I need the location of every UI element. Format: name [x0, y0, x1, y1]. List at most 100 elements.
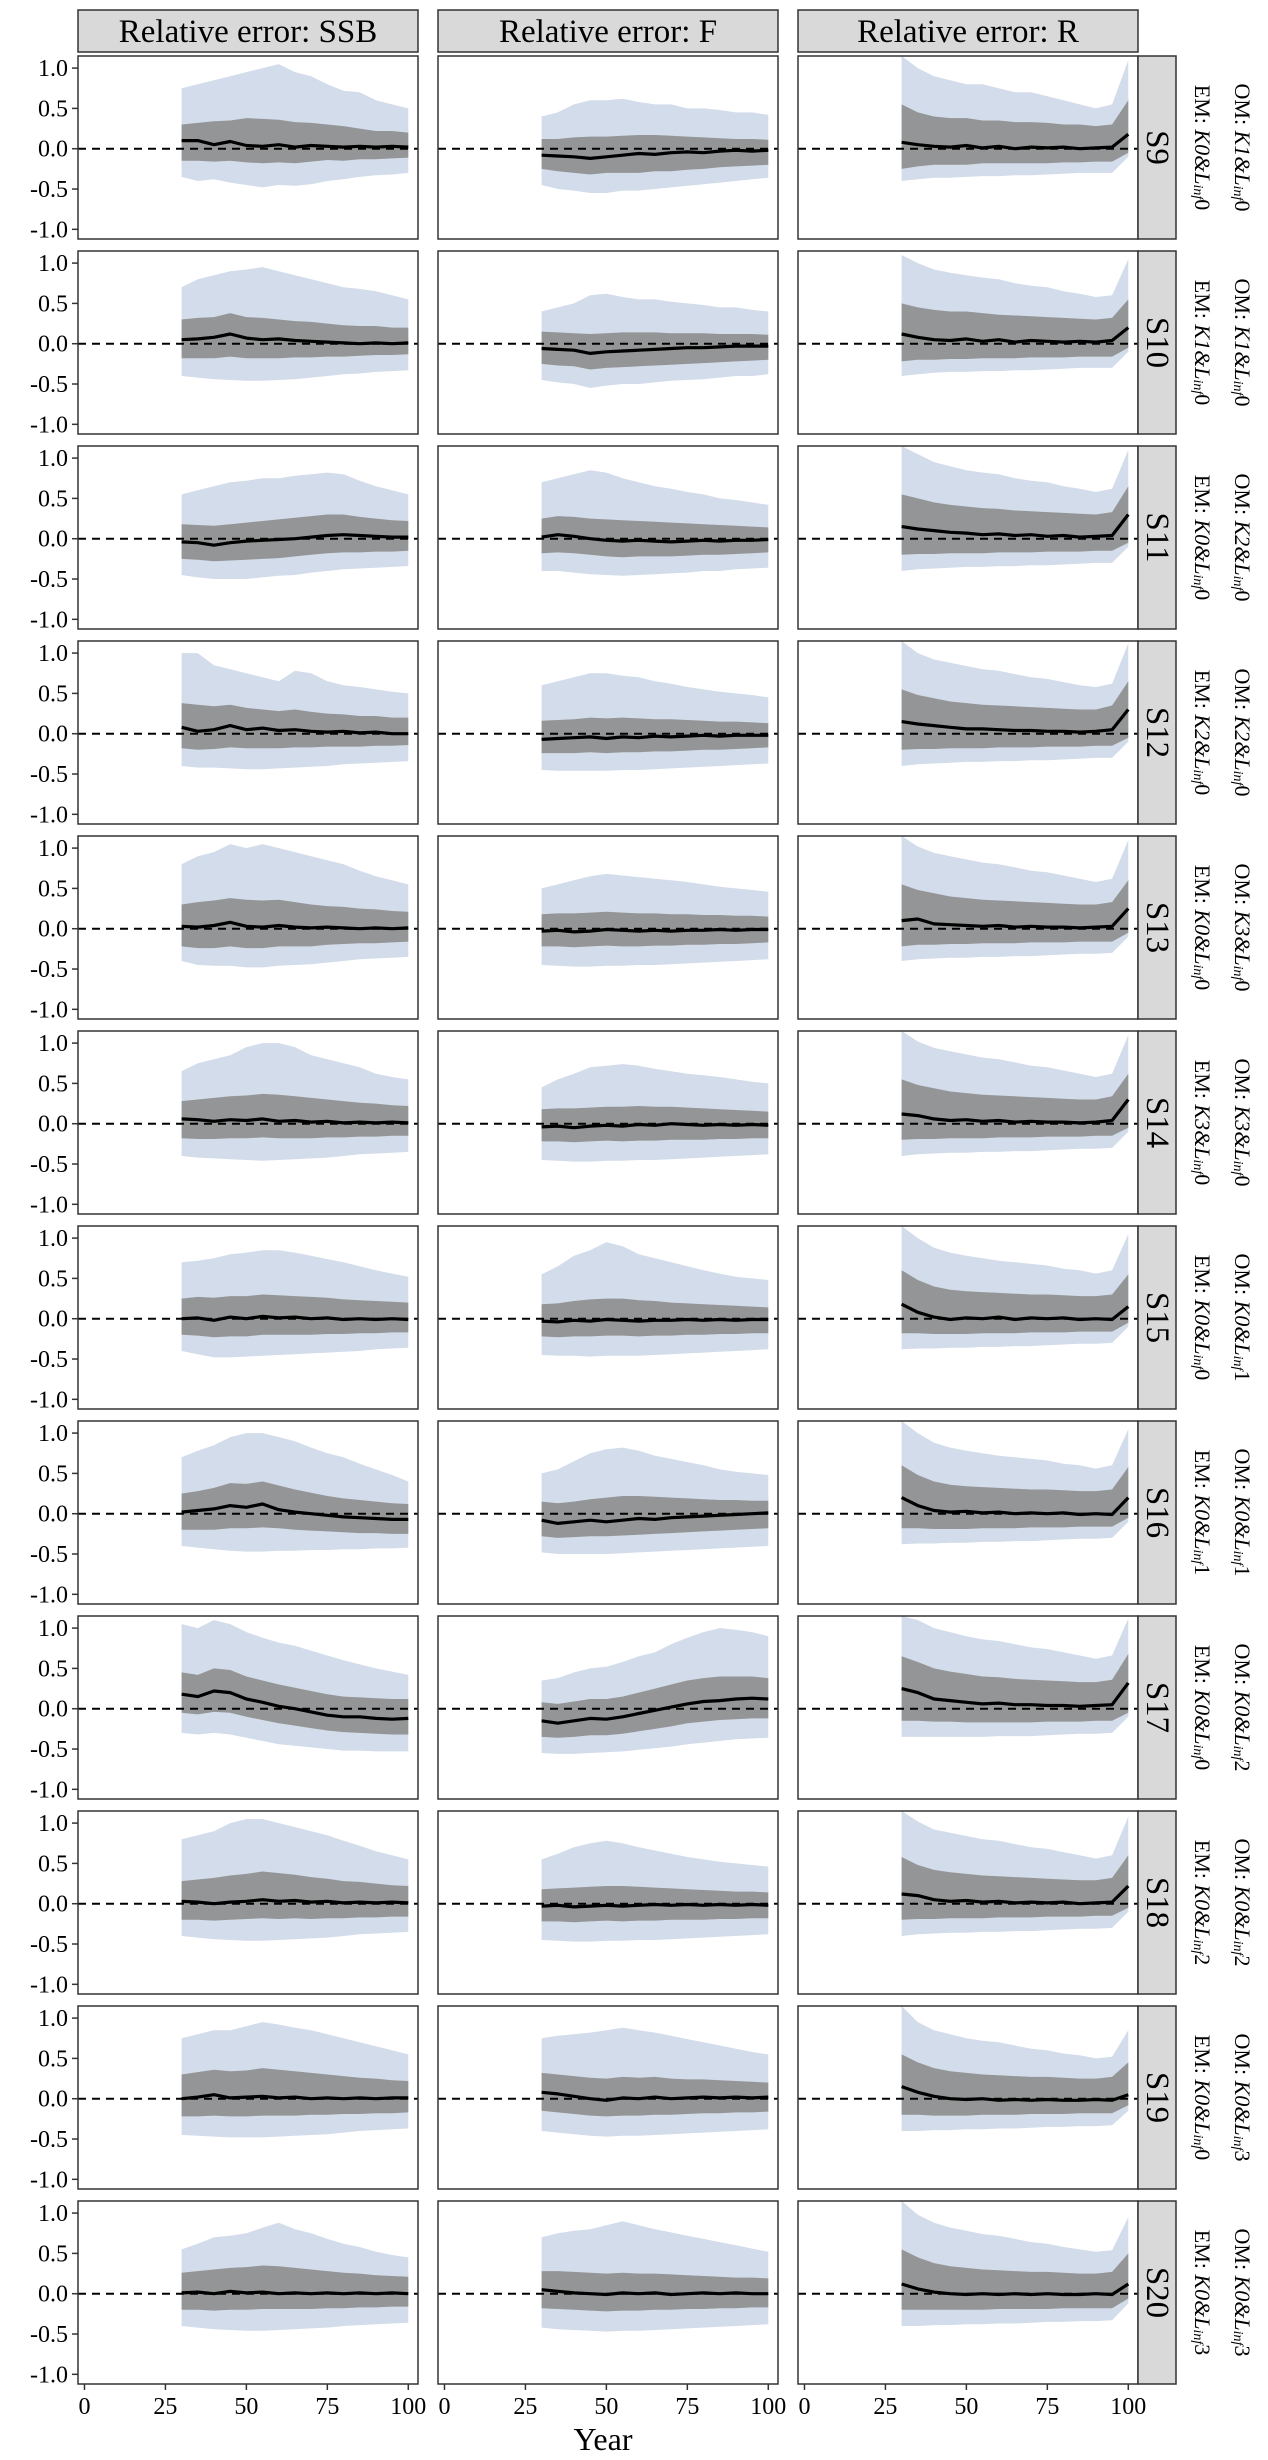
em-label-part: 0	[1191, 979, 1216, 990]
panel-S16-R	[797, 1420, 1139, 1605]
panel-S9-SSB	[77, 55, 419, 240]
em-label-part: EM:	[1191, 85, 1216, 130]
column-strip	[77, 9, 419, 53]
inner-interval-band	[181, 2265, 409, 2311]
median-line	[900, 1496, 1130, 1517]
em-label-part: EM:	[1191, 2035, 1216, 2080]
y-tick-label: 0.5	[38, 2046, 68, 2072]
panel-S19-R	[797, 2005, 1139, 2190]
y-tick-label: 1.0	[38, 251, 68, 277]
om-label-part: &	[1231, 1326, 1256, 1344]
em-label-part: inf	[1191, 184, 1206, 201]
y-tick-label: -0.5	[30, 1347, 68, 1373]
median-line	[181, 1117, 409, 1125]
om-label: OM: K0&Linf1	[1231, 1449, 1256, 1577]
panel-S20-R	[797, 2200, 1139, 2385]
em-label-part: K0	[1191, 1493, 1216, 1520]
om-label-part: K1	[1231, 325, 1256, 352]
em-label-part: K1	[1191, 323, 1216, 350]
y-tick-label: -1.0	[30, 997, 68, 1023]
panel-border	[77, 250, 419, 435]
y-tick-label: 0.5	[38, 486, 68, 512]
median-line	[541, 533, 769, 544]
row-strip	[1137, 1420, 1177, 1605]
om-label-part: &	[1231, 1911, 1256, 1929]
panel-border	[437, 55, 779, 240]
panel-S11-F	[437, 445, 779, 630]
om-label-part: L	[1231, 172, 1256, 185]
panel-border	[77, 445, 419, 630]
median-line	[541, 2090, 769, 2102]
inner-interval-band	[181, 313, 409, 359]
om-label-part: &	[1231, 546, 1256, 564]
om-label-part: OM:	[1231, 2034, 1256, 2081]
median-line	[541, 2288, 769, 2297]
panel-border	[437, 2200, 779, 2385]
x-tick-label: 25	[873, 2394, 897, 2420]
panel-S15-R	[797, 1225, 1139, 1410]
em-label: EM: K0&Linf3	[1191, 2230, 1216, 2355]
em-label-part: K0	[1191, 1688, 1216, 1715]
median-line	[901, 513, 1130, 539]
x-axis-title: Year	[574, 2421, 633, 2457]
em-label-part: inf	[1191, 574, 1206, 591]
om-label-part: OM:	[1231, 474, 1256, 521]
panel-S12-F	[437, 640, 779, 825]
median-line	[181, 2289, 409, 2296]
om-label: OM: K1&Linf0	[1231, 279, 1256, 407]
y-tick-label: -0.5	[30, 372, 68, 398]
em-label-part: inf	[1191, 769, 1206, 786]
panel-S20-F	[437, 2200, 779, 2385]
em-label-part: EM:	[1191, 280, 1216, 325]
row-strip	[1137, 1030, 1177, 1215]
panel-border	[437, 2005, 779, 2190]
row-strip	[1137, 55, 1177, 240]
panel-S9-F	[437, 55, 779, 240]
em-label-part: K0	[1191, 518, 1216, 545]
panel-S15-SSB	[77, 1225, 419, 1410]
om-label: OM: K1&Linf0	[1231, 84, 1256, 212]
em-label-part: &	[1191, 155, 1216, 173]
em-label-part: EM:	[1191, 2230, 1216, 2275]
om-label-part: OM:	[1231, 1644, 1256, 1691]
y-tick-label: 0.5	[38, 1266, 68, 1292]
median-line	[901, 326, 1130, 344]
panel-border	[437, 835, 779, 1020]
panel-S16-SSB	[77, 1420, 419, 1605]
panel-border	[77, 640, 419, 825]
panel-grid: 1.0 0.5 0.0 -0.5 -1.0 1.0 0.5 0.0 -0.5 -1.0 1.0 0.5…	[30, 55, 1139, 2388]
median-line	[541, 1317, 769, 1324]
inner-interval-band	[181, 1093, 409, 1139]
om-label-part: 0	[1231, 200, 1256, 211]
om-label-part: K2	[1231, 715, 1256, 742]
row-strip	[1137, 1615, 1177, 1800]
y-tick-label: 0.5	[38, 876, 68, 902]
median-line	[541, 1696, 769, 1725]
row-strip-group: S9 S10 S11 S12 S13 S14 S15 S16 S17 S18 S19 S20	[1137, 55, 1177, 2385]
om-label-part: OM:	[1231, 1059, 1256, 1106]
panel-border	[77, 1225, 419, 1410]
om-label-part: inf	[1231, 1161, 1246, 1178]
panel-S17-R	[797, 1615, 1139, 1800]
panel-border	[437, 445, 779, 630]
panel-S18-SSB	[77, 1810, 419, 1995]
om-label-part: inf	[1231, 1551, 1246, 1568]
em-label-part: &	[1191, 935, 1216, 953]
row-strip-label: S20	[1139, 2267, 1175, 2318]
em-label-part: 0	[1191, 394, 1216, 405]
om-label-part: 0	[1231, 785, 1256, 796]
em-label-part: EM:	[1191, 475, 1216, 520]
inner-interval-band	[901, 299, 1129, 362]
om-label-part: OM:	[1231, 669, 1256, 716]
inner-interval-band	[181, 1871, 409, 1921]
column-strip-label: Relative error: R	[857, 14, 1079, 50]
om-label-part: &	[1231, 1521, 1256, 1539]
em-label-part: &	[1191, 545, 1216, 563]
em-label: EM: K0&Linf0	[1191, 2035, 1216, 2160]
row-strip-label: S9	[1139, 130, 1175, 165]
inner-interval-band	[901, 100, 1129, 169]
em-label-part: 3	[1191, 2344, 1216, 2355]
panel-border	[437, 250, 779, 435]
om-label-part: 0	[1231, 590, 1256, 601]
em-label-part: L	[1191, 1731, 1216, 1744]
